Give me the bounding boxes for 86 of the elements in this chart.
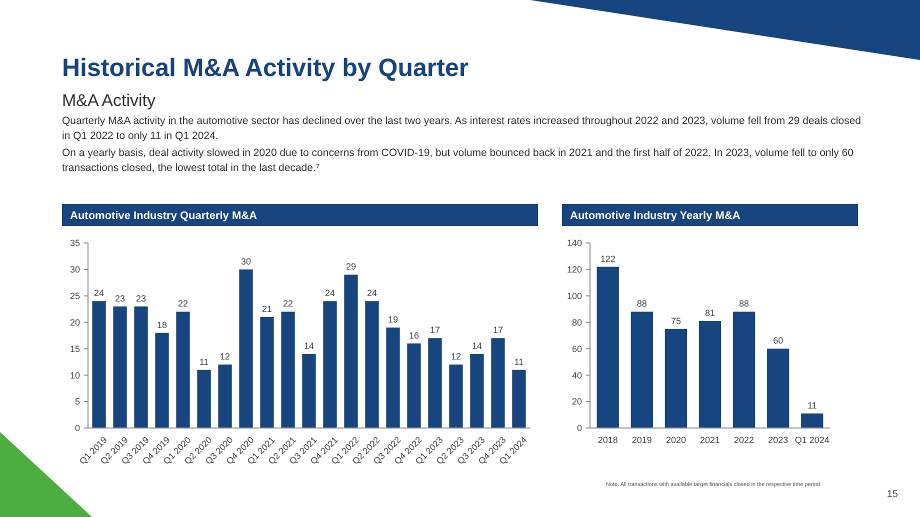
y-tick-label: 15 <box>70 344 80 354</box>
data-label: 24 <box>94 288 104 298</box>
bar <box>698 320 722 428</box>
data-label: 23 <box>115 293 126 304</box>
bar <box>302 354 316 428</box>
x-tick-label: 2022 <box>734 435 754 445</box>
data-label: 11 <box>807 400 817 410</box>
data-label: 12 <box>450 352 461 362</box>
text: M&A Activity <box>62 91 156 110</box>
data-label: 17 <box>430 325 440 336</box>
chart-title: Automotive Industry Yearly M&A <box>570 210 740 222</box>
data-label: 60 <box>773 336 784 346</box>
y-tick-label: 0 <box>74 423 80 434</box>
data-label: 88 <box>739 298 750 309</box>
y-tick-label: 120 <box>566 264 582 275</box>
y-tick-label: 35 <box>70 238 80 248</box>
bar <box>491 338 505 428</box>
text: On a yearly basis, deal activity slowed in 2020 due to concerns from COVID-19, but volume bounced back in 2021 and the first half of 2022. In 2023, volume fell to only 60 transactions closed, the lowest total in the last decade.⁷ <box>62 146 854 176</box>
x-tick-label: Q1 2024 <box>794 435 830 445</box>
y-tick-label: 30 <box>70 264 80 275</box>
bar <box>630 312 653 428</box>
x-tick-label: 2021 <box>700 435 720 445</box>
bar <box>767 348 790 428</box>
data-label: 75 <box>670 316 681 326</box>
data-label: 11 <box>514 356 524 367</box>
bar <box>407 343 421 428</box>
y-tick-label: 20 <box>70 317 80 328</box>
bar <box>92 301 106 428</box>
data-label: 24 <box>366 288 377 298</box>
data-label: 12 <box>220 352 230 362</box>
y-tick-label: 60 <box>572 344 582 354</box>
data-label: 22 <box>178 298 188 309</box>
data-label: 19 <box>388 314 398 325</box>
data-label: 24 <box>324 288 336 298</box>
data-label: 30 <box>241 256 252 266</box>
data-label: 122 <box>600 254 616 264</box>
bar <box>281 312 295 428</box>
bar <box>218 364 232 428</box>
bar <box>176 312 190 428</box>
data-label: 29 <box>346 262 356 272</box>
x-tick-label: 2023 <box>768 435 788 445</box>
bar <box>386 328 400 428</box>
data-label: 88 <box>636 298 647 309</box>
y-tick-label: 140 <box>566 238 582 248</box>
data-label: 14 <box>304 341 314 351</box>
bar <box>732 312 756 428</box>
x-tick-label: 2020 <box>666 435 686 445</box>
x-tick-label: 2018 <box>598 435 618 445</box>
bar <box>664 328 688 428</box>
bar <box>512 370 526 428</box>
data-label: 21 <box>262 304 272 314</box>
data-label: 23 <box>136 293 146 304</box>
bar <box>323 301 337 428</box>
y-tick-label: 0 <box>576 423 582 434</box>
text: Historical M&A Activity by Quarter <box>62 54 469 82</box>
data-label: 16 <box>408 330 419 340</box>
y-tick-label: 80 <box>572 317 582 328</box>
bar <box>197 370 211 428</box>
y-tick-label: 40 <box>572 370 582 380</box>
bar <box>113 306 127 428</box>
text: 15 <box>886 489 898 500</box>
data-label: 14 <box>472 341 482 351</box>
bar <box>134 306 148 428</box>
chart-title: Automotive Industry Quarterly M&A <box>70 210 258 222</box>
data-label: 22 <box>282 298 294 309</box>
bar <box>344 274 358 428</box>
y-tick-label: 10 <box>70 370 80 380</box>
bar <box>801 413 824 428</box>
bar <box>260 317 274 428</box>
bar <box>365 301 379 428</box>
bar <box>155 332 169 428</box>
bar <box>428 338 442 428</box>
data-label: 81 <box>704 308 716 318</box>
y-tick-label: 100 <box>566 291 582 302</box>
data-label: 17 <box>492 325 503 336</box>
bar <box>596 266 619 428</box>
bar <box>470 354 484 428</box>
y-tick-label: 25 <box>70 291 80 302</box>
y-tick-label: 20 <box>572 396 582 407</box>
x-tick-label: 2019 <box>632 435 652 445</box>
bar <box>239 269 253 428</box>
y-tick-label: 5 <box>74 396 80 407</box>
data-label: 11 <box>199 356 209 367</box>
text: Quarterly M&A activity in the automotive sector has declined over the last two years. As interest rates increased throughout 2022 and 2023, volume fell from 29 deals closed in Q1 2022 to only 11 in Q1 2024. <box>62 114 862 144</box>
bar <box>449 364 463 428</box>
data-label: 18 <box>157 320 168 330</box>
